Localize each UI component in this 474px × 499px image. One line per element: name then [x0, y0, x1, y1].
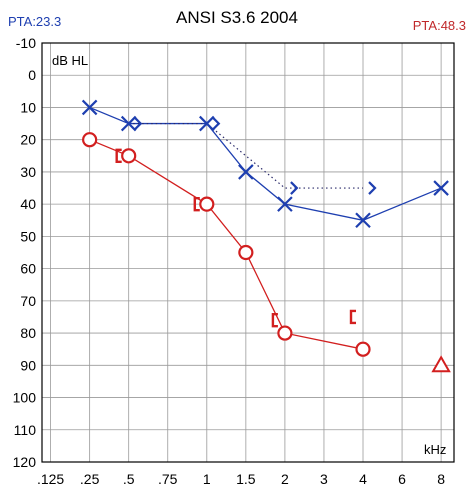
x-tick-label: .5: [123, 471, 135, 487]
data-marks: [81, 99, 451, 373]
x-tick-label: .75: [158, 471, 178, 487]
y-tick-label: 90: [20, 357, 36, 373]
x-tick-label: 2: [281, 471, 289, 487]
x-tick-label: 1: [203, 471, 211, 487]
marker-left-bone-conduction: [368, 181, 377, 195]
marker-left-x: [120, 115, 137, 132]
marker-right-circle: [82, 132, 98, 148]
marker-right-circle: [238, 244, 254, 261]
y-tick-label: 30: [20, 164, 36, 180]
marker-right-bone-conduction-masked: [349, 309, 357, 325]
x-tick-label: 8: [437, 471, 445, 487]
pta-right-label: PTA:48.3: [412, 18, 466, 33]
marker-right-bone-conduction-masked: [193, 196, 200, 212]
marker-left-x: [238, 164, 254, 180]
marker-left-x: [81, 99, 98, 116]
marker-right-circle: [277, 325, 293, 341]
x-tick-label: 6: [398, 471, 406, 487]
x-tick-label: 3: [320, 471, 328, 487]
marker-left-bone-conduction: [133, 116, 143, 131]
marker-left-x: [355, 212, 371, 229]
y-tick-label: 0: [28, 67, 36, 83]
y-tick-label: 60: [20, 261, 36, 277]
series-lines: [89, 106, 442, 350]
marker-right-triangle: [431, 355, 451, 373]
y-tick-labels: -10 0 10 20 30 40 50 60 70 80 90 100 110 120: [13, 35, 37, 470]
y-tick-label: 120: [13, 454, 37, 470]
y-tick-label: 110: [14, 422, 37, 438]
marker-right-circle: [355, 341, 371, 357]
y-tick-label: 20: [20, 132, 36, 148]
marker-left-bone-conduction: [212, 116, 221, 131]
x-tick-label: 4: [359, 471, 367, 487]
x-tick-labels: .125 .25 .5 .75 1 1.5 2 3 4 6 8: [37, 471, 445, 487]
marker-right-circle: [199, 196, 215, 212]
y-tick-label: 80: [20, 325, 36, 341]
marker-left-bone-conduction: [290, 181, 299, 195]
marker-left-x: [433, 180, 449, 196]
y-tick-label: 10: [20, 99, 36, 115]
marker-right-bone-conduction-masked: [271, 312, 278, 328]
y-tick-label: 40: [20, 196, 36, 212]
x-axis-label: kHz: [424, 442, 447, 457]
x-tick-label: .125: [37, 471, 64, 487]
y-axis-label: dB HL: [52, 53, 89, 68]
y-tick-label: 70: [20, 293, 36, 309]
y-tick-label: 50: [20, 228, 36, 244]
marker-right-circle: [121, 148, 137, 164]
y-tick-label: -10: [16, 35, 36, 51]
pta-left-label: PTA:23.3: [8, 14, 62, 29]
marker-left-x: [199, 115, 215, 132]
chart-title: ANSI S3.6 2004: [176, 8, 298, 27]
x-tick-label: .25: [80, 471, 100, 487]
x-tick-label: 1.5: [236, 471, 256, 487]
y-tick-label: 100: [13, 390, 37, 406]
series-line-right-circle: [89, 139, 364, 350]
marker-left-x: [277, 196, 293, 212]
plot-frame: [41, 42, 455, 463]
marker-right-bone-conduction-masked: [115, 148, 122, 164]
